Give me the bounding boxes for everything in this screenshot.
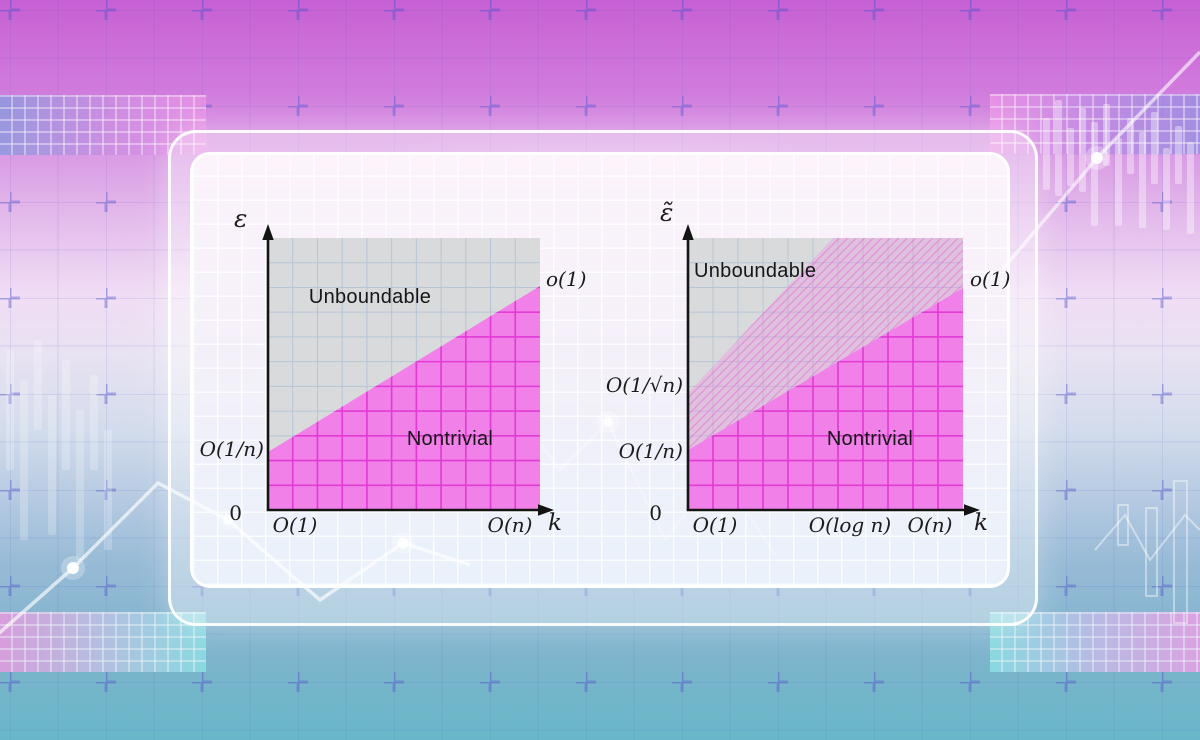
nontrivial-region [688,288,963,510]
axes [266,239,542,512]
x-axis-arrow [538,504,554,516]
origin-label: 0 [649,501,662,525]
lower-region-label: Nontrivial [406,428,494,450]
nontrivial-region [268,286,540,510]
x-axis-label: k [974,510,988,536]
x-tick-ologn: O(log n) [808,513,892,537]
diagram-left-canvas [262,224,554,516]
y-tick-o1sqrtn: O(1/√n) [605,373,683,397]
diagram-epsilon-vs-k: ε o(1) Unboundable Nontrivial O(1/n) 0 O… [190,195,610,555]
axes [686,239,968,512]
mosaic-strip-bottom-right [990,612,1200,672]
y-tick-o1n: O(1/n) [618,439,683,463]
candlestick-bars-left [6,340,112,560]
diagram-right-canvas [682,224,980,516]
x-tick-o1: O(1) [692,513,738,537]
y-axis-label: ε [234,204,248,233]
outlined-bars-bottom-right [1117,480,1188,624]
upper-region-label: Unboundable [694,260,817,282]
upper-region-label: Unboundable [308,286,432,308]
o1-label: o(1) [546,267,587,291]
x-axis-label: k [548,510,562,536]
y-axis-arrow [262,224,274,240]
origin-label: 0 [229,501,242,525]
x-tick-on: O(n) [907,513,953,537]
diagram-epsilon-tilde-vs-k: ε̃ o(1) Unboundable Nontrivial O(1/√n) O… [606,195,1030,555]
lower-region-label: Nontrivial [826,428,914,450]
y-tick-o1n: O(1/n) [199,437,264,461]
o1-label: o(1) [970,267,1011,291]
y-axis-arrow [682,224,694,240]
y-axis-label: ε̃ [660,198,674,227]
mosaic-strip-bottom-left [0,612,206,672]
hatched-band-region [688,238,963,450]
x-axis-arrow [964,504,980,516]
x-tick-on: O(n) [487,513,533,537]
x-tick-o1: O(1) [272,513,318,537]
